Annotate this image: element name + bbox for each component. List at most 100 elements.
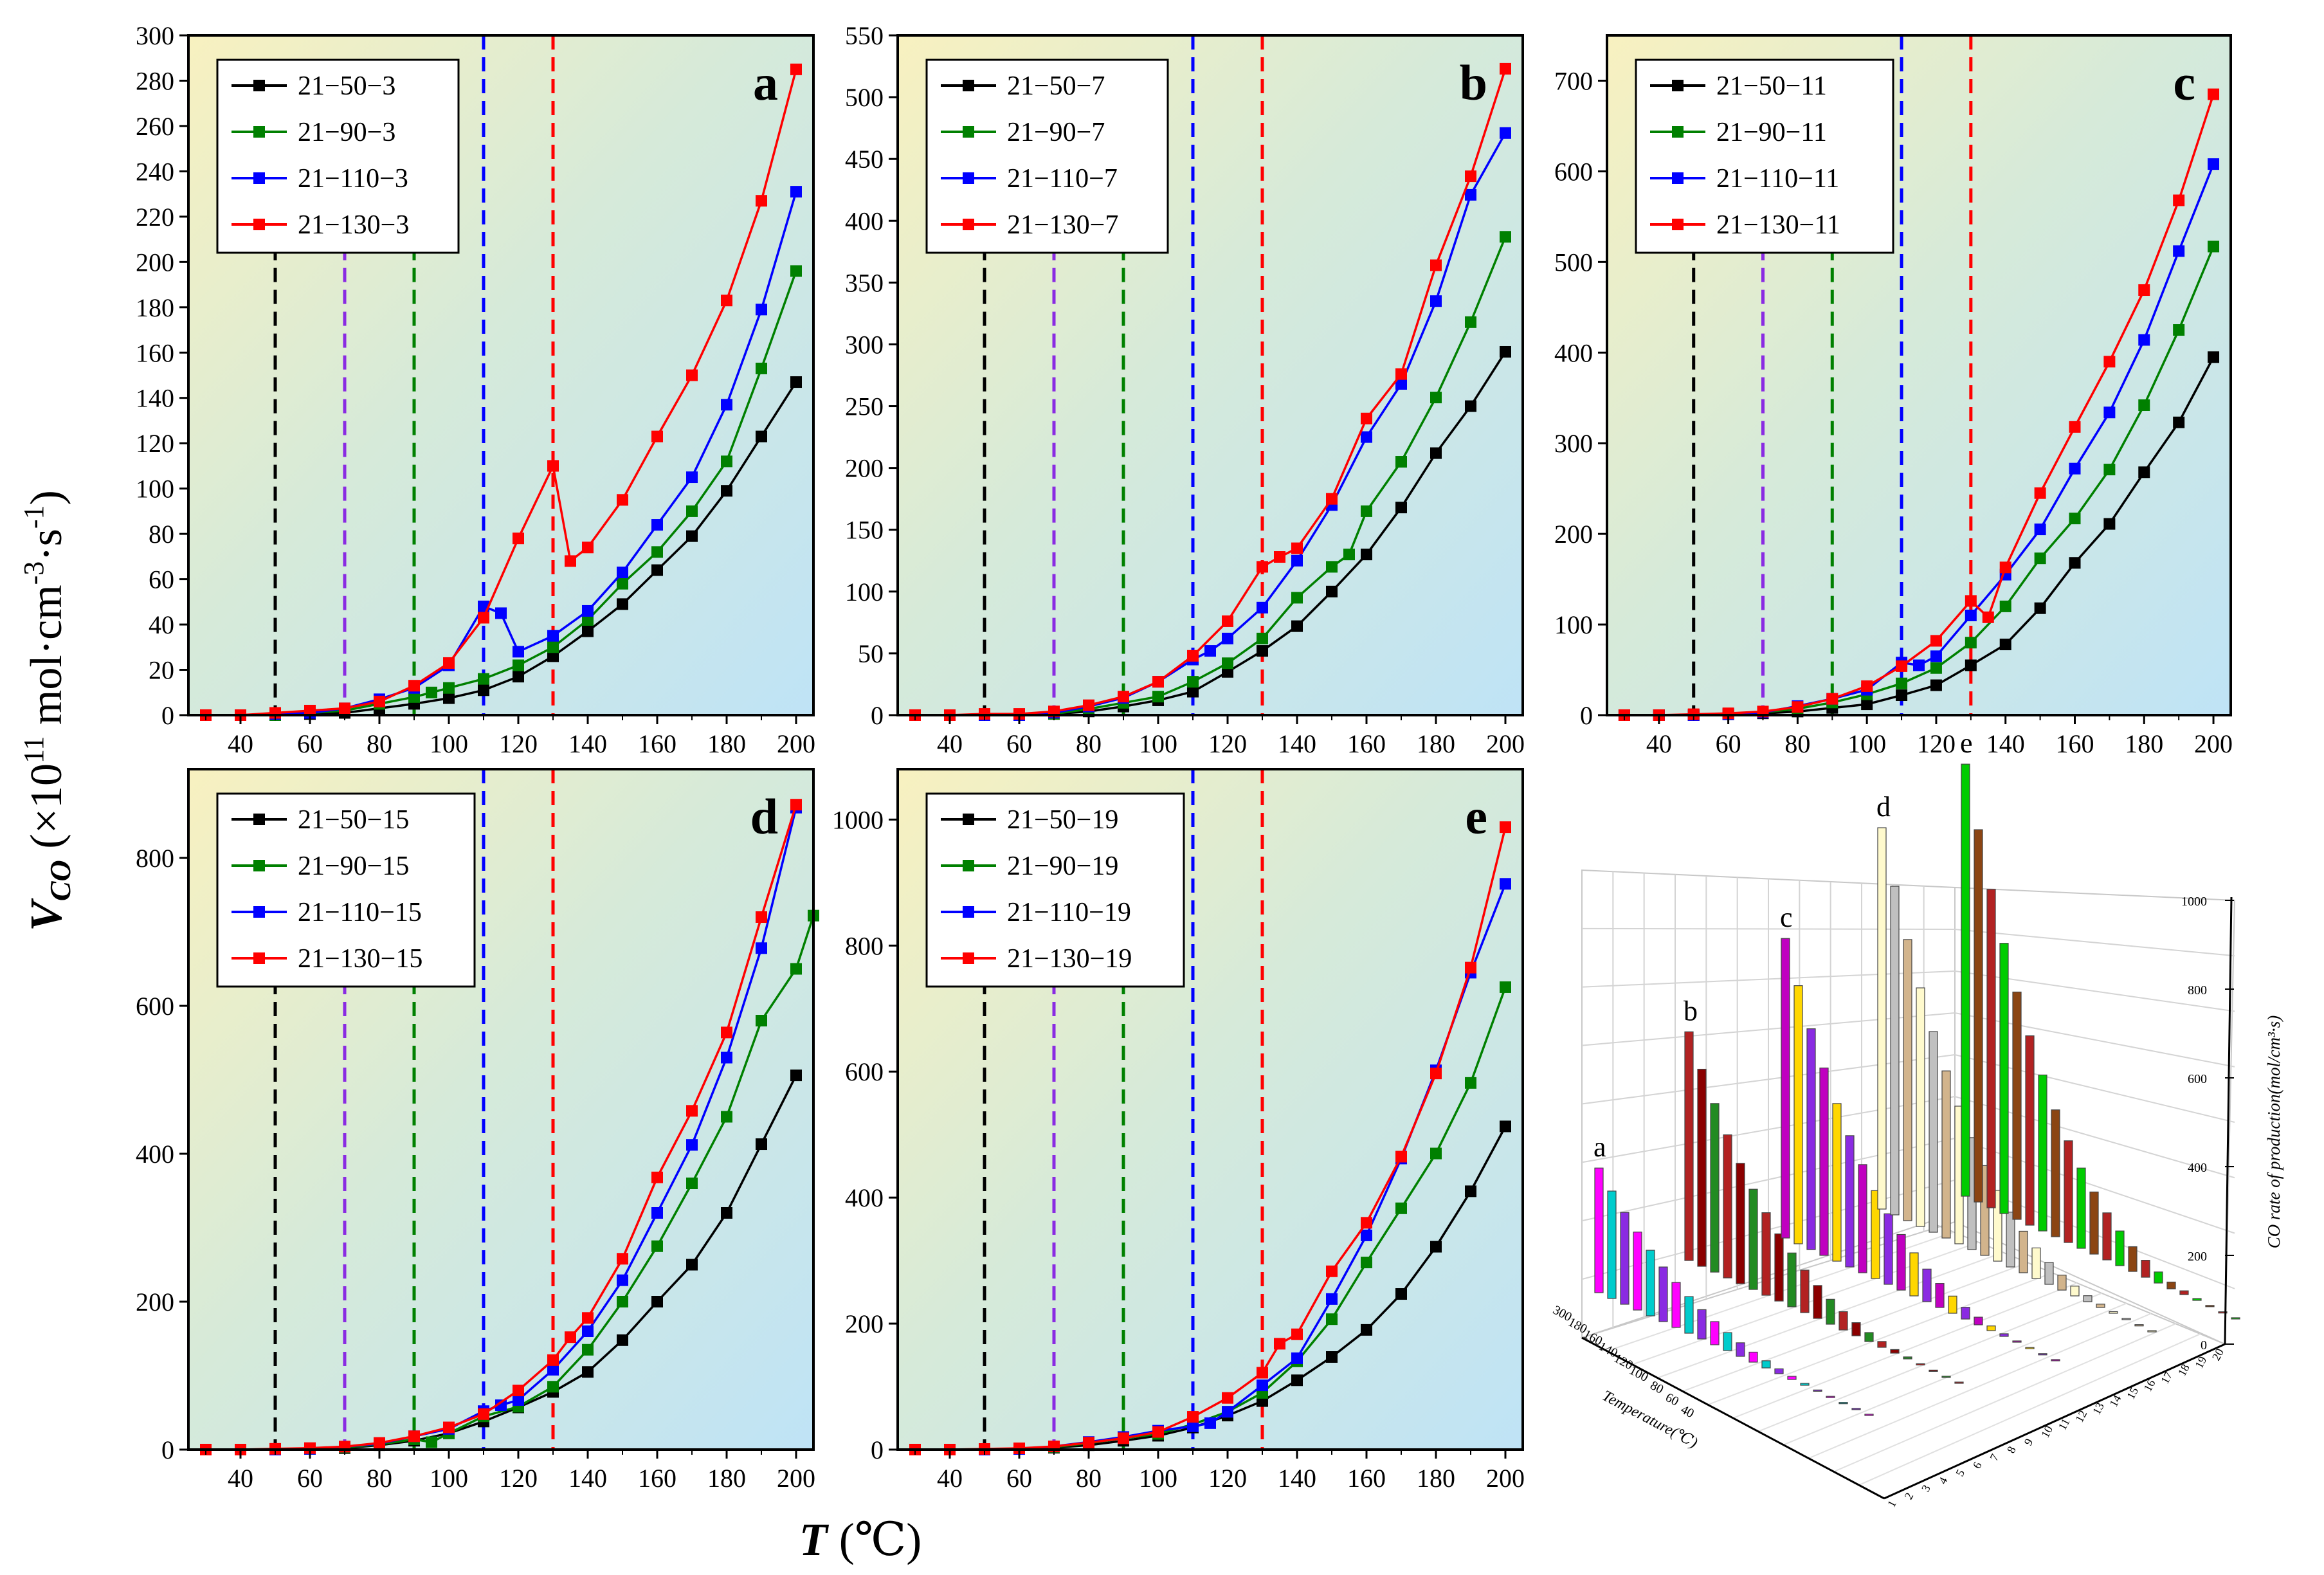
bar-3d bbox=[1813, 1286, 1822, 1318]
legend-marker bbox=[1672, 80, 1684, 91]
data-point bbox=[513, 671, 524, 682]
z-tick-label: 1000 bbox=[2181, 895, 2207, 909]
bar-group-label: e bbox=[1960, 727, 1973, 759]
bar-3d bbox=[1852, 1408, 1860, 1410]
data-point bbox=[426, 1437, 437, 1448]
data-point bbox=[2208, 351, 2219, 363]
grid-line bbox=[1758, 1293, 2102, 1432]
legend-marker bbox=[1672, 219, 1684, 230]
legend-marker bbox=[253, 219, 265, 230]
y-tick-label: 200 bbox=[1554, 520, 1593, 549]
data-point bbox=[2103, 356, 2115, 367]
data-point bbox=[1930, 662, 1942, 674]
x-tick-label: 120 bbox=[1208, 1464, 1247, 1493]
legend-marker bbox=[1672, 126, 1684, 138]
data-point bbox=[1983, 612, 1994, 623]
x-tick-label: 80 bbox=[367, 1464, 392, 1493]
x-tick-label: 80 bbox=[367, 729, 392, 758]
y-tick-label: 200 bbox=[845, 454, 884, 483]
panel-label: d bbox=[750, 788, 778, 844]
bar-3d bbox=[1794, 986, 1802, 1244]
bar-3d bbox=[1916, 1363, 1925, 1365]
bar-3d bbox=[1878, 828, 1886, 1209]
data-point bbox=[617, 578, 628, 590]
depth-tick-label: 40 bbox=[1678, 1403, 1696, 1421]
y-tick-label: 50 bbox=[858, 639, 884, 668]
legend-label: 21−110−15 bbox=[298, 898, 422, 927]
data-point bbox=[2208, 241, 2219, 252]
bar-3d bbox=[2148, 1331, 2156, 1332]
x-tick-label: 200 bbox=[1486, 729, 1525, 758]
data-point bbox=[1395, 1288, 1407, 1300]
y-tick-label: 0 bbox=[871, 701, 884, 730]
legend-marker bbox=[963, 172, 974, 184]
y-tick-label: 800 bbox=[136, 844, 174, 873]
data-point bbox=[2138, 399, 2150, 411]
bar-3d bbox=[1929, 1370, 1938, 1371]
bar-3d bbox=[1936, 1284, 1944, 1307]
x-tick-label: 140 bbox=[568, 1464, 607, 1493]
data-point bbox=[2069, 463, 2081, 475]
grid-line bbox=[1955, 1055, 2235, 1122]
y-tick-label: 0 bbox=[871, 1435, 884, 1464]
data-point bbox=[1861, 680, 1873, 692]
index-tick-label: 17 bbox=[2158, 1370, 2175, 1386]
bar-3d bbox=[1801, 1270, 1809, 1313]
panel-a: 40 60 80 100 120 140 160 180 2000204060801001201… bbox=[136, 21, 815, 758]
legend-label: 21−50−7 bbox=[1007, 71, 1105, 101]
data-point bbox=[513, 646, 524, 657]
bar-3d bbox=[1846, 1136, 1854, 1267]
data-point bbox=[1187, 650, 1199, 662]
data-point bbox=[721, 1111, 732, 1123]
depth-axis-label: Temperature(℃) bbox=[1599, 1387, 1700, 1452]
back-wall-right bbox=[1955, 888, 2235, 1344]
data-point bbox=[651, 1207, 663, 1219]
data-point bbox=[1187, 1411, 1199, 1423]
data-point bbox=[582, 605, 594, 617]
index-tick-label: 1 bbox=[1885, 1498, 1899, 1509]
panel-3d-bars: abcde02004006008001000CO rate of product… bbox=[1550, 727, 2283, 1509]
bar-3d bbox=[1833, 1104, 1841, 1261]
bar-3d bbox=[2045, 1262, 2053, 1284]
panel-b: 40 60 80 100 120 140 160 180 2000501001502002503… bbox=[845, 21, 1525, 758]
legend-marker bbox=[963, 906, 974, 918]
data-point bbox=[1204, 1417, 1216, 1429]
x-tick-label: 60 bbox=[1006, 729, 1032, 758]
bar-3d bbox=[1762, 1213, 1770, 1295]
bar-3d bbox=[1839, 1403, 1847, 1404]
y-tick-label: 150 bbox=[845, 516, 884, 545]
data-point bbox=[1291, 1352, 1303, 1364]
data-point bbox=[686, 471, 698, 483]
y-tick-label: 200 bbox=[845, 1309, 884, 1338]
data-point bbox=[2035, 552, 2046, 564]
x-tick-label: 140 bbox=[1986, 729, 2025, 758]
bar-3d bbox=[1903, 1357, 1912, 1359]
data-point bbox=[1465, 1185, 1476, 1197]
bar-3d bbox=[2096, 1304, 2105, 1307]
bar-3d bbox=[1923, 1269, 1931, 1302]
bar-3d bbox=[2129, 1247, 2137, 1271]
data-point bbox=[1965, 637, 1977, 648]
data-point bbox=[686, 1259, 698, 1271]
legend-marker bbox=[963, 80, 974, 91]
x-tick-label: 180 bbox=[707, 729, 746, 758]
data-point bbox=[1430, 295, 1442, 307]
bar-3d bbox=[1839, 1311, 1847, 1330]
index-tick-label: 13 bbox=[2090, 1401, 2107, 1417]
bar-3d bbox=[2038, 1354, 2047, 1355]
bar-3d bbox=[1633, 1232, 1642, 1310]
bar-3d bbox=[1961, 1307, 1970, 1319]
legend-marker bbox=[963, 219, 974, 230]
x-tick-label: 200 bbox=[777, 1464, 815, 1493]
data-point bbox=[756, 363, 767, 374]
bar-3d bbox=[1620, 1212, 1629, 1304]
legend-marker bbox=[963, 860, 974, 871]
x-tick-label: 40 bbox=[228, 729, 253, 758]
data-point bbox=[790, 1070, 802, 1081]
data-point bbox=[790, 799, 802, 810]
bar-3d bbox=[2103, 1213, 2111, 1260]
data-point bbox=[2103, 464, 2115, 475]
data-point bbox=[565, 555, 576, 567]
bar-3d bbox=[1891, 1349, 1899, 1353]
data-point bbox=[721, 399, 732, 410]
